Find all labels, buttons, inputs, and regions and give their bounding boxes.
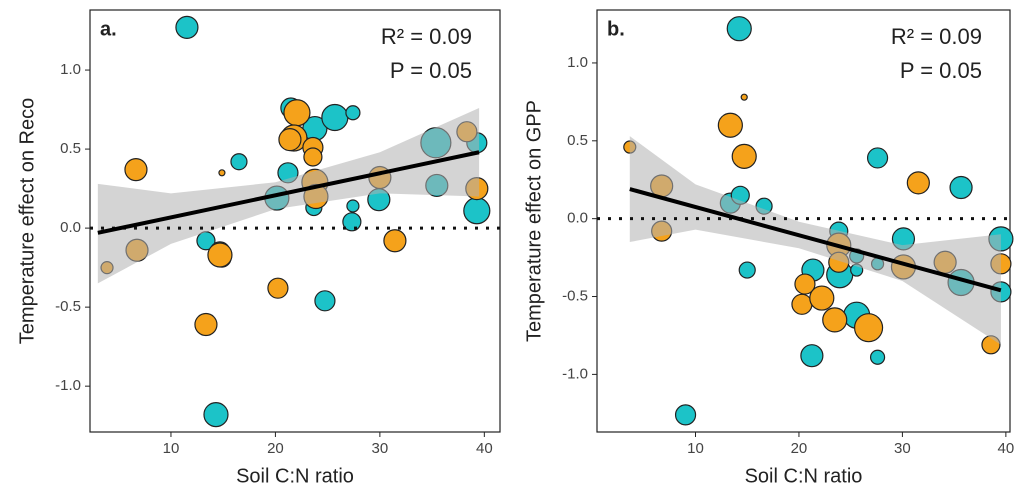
point bbox=[791, 293, 813, 315]
x-axis-label: Soil C:N ratio bbox=[745, 465, 863, 487]
y-tick-label: -0.5 bbox=[55, 298, 81, 315]
panel-label: a. bbox=[100, 18, 117, 40]
point bbox=[738, 261, 756, 279]
y-tick-label: 0.5 bbox=[60, 140, 81, 157]
point bbox=[809, 285, 835, 311]
point bbox=[800, 344, 824, 368]
point bbox=[230, 153, 248, 171]
point bbox=[283, 99, 311, 127]
point bbox=[124, 158, 148, 182]
point bbox=[207, 242, 233, 268]
point bbox=[278, 128, 302, 152]
point bbox=[726, 16, 752, 42]
y-tick-label: 1.0 bbox=[60, 61, 81, 78]
annotation: P = 0.05 bbox=[900, 58, 982, 83]
y-tick-label: 0.5 bbox=[567, 132, 588, 149]
x-tick-label: 40 bbox=[998, 440, 1015, 457]
point bbox=[303, 147, 323, 167]
y-tick-label: 0.0 bbox=[567, 210, 588, 227]
point bbox=[740, 93, 748, 101]
annotation: R² = 0.09 bbox=[891, 24, 982, 49]
x-tick-label: 40 bbox=[476, 440, 493, 457]
point bbox=[342, 212, 362, 232]
y-tick-label: 0.0 bbox=[60, 219, 81, 236]
panel-label: b. bbox=[607, 18, 625, 40]
point bbox=[383, 229, 407, 253]
point bbox=[345, 105, 361, 121]
point bbox=[674, 404, 697, 426]
point bbox=[321, 103, 349, 132]
x-tick-label: 10 bbox=[687, 440, 704, 457]
fit-line bbox=[629, 187, 1002, 293]
y-tick-label: -1.0 bbox=[55, 377, 81, 394]
point bbox=[463, 197, 491, 225]
annotation: R² = 0.09 bbox=[381, 24, 472, 49]
x-tick-label: 20 bbox=[267, 440, 284, 457]
x-tick-label: 20 bbox=[791, 440, 808, 457]
plot-frame bbox=[89, 9, 501, 433]
point bbox=[218, 169, 226, 177]
point bbox=[194, 312, 218, 337]
point bbox=[346, 199, 360, 213]
plot-frame bbox=[596, 9, 1011, 433]
point bbox=[853, 313, 884, 343]
y-axis-label: Temperature effect on Reco bbox=[16, 98, 38, 344]
point bbox=[906, 171, 930, 195]
y-tick-label: 1.0 bbox=[567, 54, 588, 71]
annotation: P = 0.05 bbox=[390, 58, 472, 83]
point bbox=[717, 112, 743, 138]
point bbox=[794, 273, 816, 295]
point bbox=[314, 290, 336, 312]
x-tick-label: 30 bbox=[894, 440, 911, 457]
fit-line bbox=[97, 150, 480, 235]
point bbox=[175, 15, 199, 39]
x-tick-label: 30 bbox=[372, 440, 389, 457]
x-tick-label: 10 bbox=[163, 440, 180, 457]
point bbox=[866, 147, 889, 169]
point bbox=[869, 349, 886, 365]
point bbox=[267, 277, 289, 299]
point bbox=[949, 175, 973, 200]
y-tick-label: -1.0 bbox=[562, 365, 588, 382]
point bbox=[203, 402, 229, 428]
confidence-band bbox=[97, 107, 480, 284]
y-tick-label: -0.5 bbox=[562, 287, 588, 304]
point bbox=[822, 307, 848, 333]
point bbox=[731, 143, 757, 169]
y-axis-label: Temperature effect on GPP bbox=[523, 100, 545, 342]
x-axis-label: Soil C:N ratio bbox=[236, 465, 354, 487]
